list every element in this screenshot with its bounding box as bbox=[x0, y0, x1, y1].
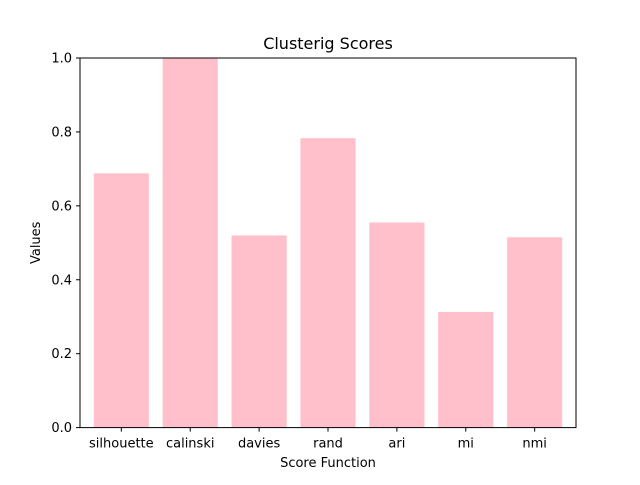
bar-davies bbox=[231, 235, 287, 428]
x-tick-label: davies bbox=[238, 437, 281, 452]
x-tick-label: silhouette bbox=[89, 437, 154, 452]
x-tick-label: ari bbox=[388, 437, 405, 452]
y-axis-label: Values bbox=[29, 221, 44, 264]
bar-nmi bbox=[507, 237, 563, 428]
bar-calinski bbox=[162, 58, 218, 428]
x-axis-label: Score Function bbox=[280, 456, 376, 471]
y-tick-label: 0.8 bbox=[51, 125, 72, 140]
y-tick-label: 1.0 bbox=[51, 52, 72, 67]
bar-silhouette bbox=[93, 173, 149, 428]
bars-layer bbox=[93, 58, 563, 428]
y-tick-label: 0.0 bbox=[51, 421, 72, 436]
y-tick-label: 0.2 bbox=[51, 347, 72, 362]
y-tick-label: 0.4 bbox=[51, 273, 72, 288]
bar-rand bbox=[300, 138, 356, 428]
y-axis: 0.0 0.2 0.4 0.6 0.8 1.0 bbox=[51, 52, 80, 436]
bar-mi bbox=[438, 311, 494, 428]
x-tick-label: mi bbox=[458, 437, 474, 452]
x-tick-label: calinski bbox=[166, 437, 215, 452]
bar-ari bbox=[369, 222, 425, 428]
y-tick-label: 0.6 bbox=[51, 199, 72, 214]
x-tick-label: nmi bbox=[522, 437, 547, 452]
chart-title: Clusterig Scores bbox=[263, 34, 393, 53]
x-tick-label: rand bbox=[313, 437, 343, 452]
x-axis: silhouette calinski davies rand ari mi nmi bbox=[89, 427, 547, 452]
